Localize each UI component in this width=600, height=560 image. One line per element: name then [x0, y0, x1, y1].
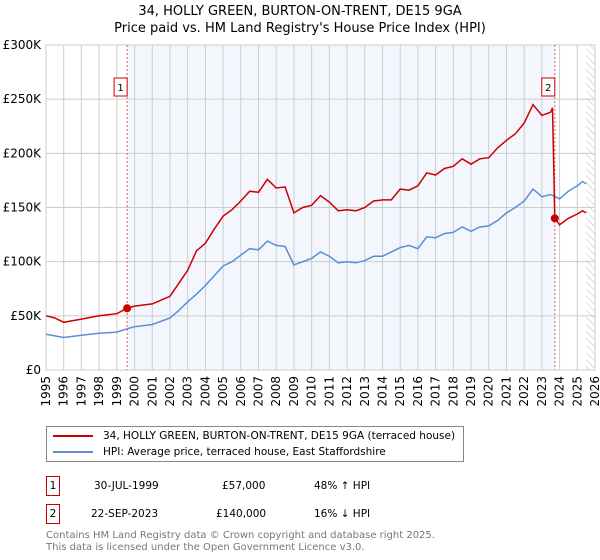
legend: 34, HOLLY GREEN, BURTON-ON-TRENT, DE15 9… [46, 426, 464, 462]
legend-label: 34, HOLLY GREEN, BURTON-ON-TRENT, DE15 9… [103, 430, 456, 442]
sale-date: 30-JUL-1999 [94, 480, 159, 492]
x-tick-label: 2000 [128, 376, 142, 407]
blue-line-swatch [53, 451, 93, 453]
x-tick-label: 2009 [287, 376, 301, 407]
y-tick-label: £250K [3, 92, 43, 106]
sale-marker-badge: 1 [46, 476, 60, 496]
x-tick-label: 2021 [499, 376, 513, 407]
x-tick-label: 2014 [375, 376, 389, 407]
x-tick-label: 2023 [535, 376, 549, 407]
x-tick-label: 2025 [570, 376, 584, 407]
x-tick-label: 2013 [358, 376, 372, 407]
x-tick-label: 2007 [252, 376, 266, 407]
x-tick-label: 2004 [198, 376, 212, 407]
sale-row: 1 30-JUL-1999 £57,000 48% ↑ HPI [46, 476, 446, 496]
x-tick-label: 2018 [446, 376, 460, 407]
x-tick-label: 2012 [340, 376, 354, 407]
x-tick-label: 1999 [110, 376, 124, 407]
x-tick-label: 1995 [39, 376, 53, 407]
property-price-line [45, 103, 587, 324]
x-tick-label: 2006 [234, 376, 248, 407]
footer-licence: This data is licensed under the Open Gov… [46, 542, 365, 553]
sale-hpi-diff: 48% ↑ HPI [314, 480, 371, 492]
y-tick-label: £50K [10, 309, 42, 323]
x-tick-label: 1998 [92, 376, 106, 407]
red-line-swatch [53, 435, 93, 437]
x-tick-label: 1997 [74, 376, 88, 407]
legend-item-property: 34, HOLLY GREEN, BURTON-ON-TRENT, DE15 9… [53, 428, 455, 444]
sale-point [550, 214, 559, 223]
sale-label-box [541, 77, 556, 97]
y-tick-label: £100K [3, 255, 43, 269]
x-tick-label: 2008 [269, 376, 283, 407]
x-tick-label: 2020 [482, 376, 496, 407]
footer: Contains HM Land Registry data © Crown c… [46, 530, 435, 554]
footer-copyright: Contains HM Land Registry data © Crown c… [46, 530, 435, 541]
x-tick-label: 2019 [464, 376, 478, 407]
legend-item-hpi: HPI: Average price, terraced house, East… [53, 444, 386, 460]
x-tick-label: 2015 [393, 376, 407, 407]
sale-label: 2 [545, 83, 551, 94]
x-tick-label: 2001 [145, 376, 159, 407]
y-tick-label: £300K [3, 38, 43, 52]
x-tick-label: 2016 [411, 376, 425, 407]
sale-price: £57,000 [222, 480, 266, 492]
hpi-line [45, 180, 587, 339]
x-tick-label: 2022 [517, 376, 531, 407]
sale-hpi-diff: 16% ↓ HPI [314, 508, 371, 520]
y-tick-label: £150K [3, 201, 43, 215]
sale-price: £140,000 [216, 508, 267, 520]
sale-row: 2 22-SEP-2023 £140,000 16% ↓ HPI [46, 504, 446, 524]
x-tick-label: 2024 [553, 376, 567, 407]
y-tick-label: £200K [3, 146, 43, 160]
y-tick-label: £0 [26, 363, 41, 377]
x-tick-label: 2026 [588, 376, 600, 407]
x-tick-label: 2003 [181, 376, 195, 407]
x-tick-label: 2005 [216, 376, 230, 407]
x-tick-label: 2002 [163, 376, 177, 407]
sale-point [123, 304, 132, 313]
legend-label: HPI: Average price, terraced house, East… [103, 446, 386, 458]
x-tick-label: 1996 [57, 376, 71, 407]
sale-label: 1 [117, 83, 123, 94]
x-tick-label: 2011 [322, 376, 336, 407]
x-tick-label: 2010 [305, 376, 319, 407]
x-tick-label: 2017 [429, 376, 443, 407]
chart-title: 34, HOLLY GREEN, BURTON-ON-TRENT, DE15 9… [138, 4, 462, 19]
price-chart: 1995 1996 1997 1998 1999 2000 2001 2002 2003 2004… [3, 38, 600, 407]
chart-subtitle: Price paid vs. HM Land Registry's House … [114, 21, 486, 36]
sale-label-box [113, 77, 128, 97]
sale-marker-badge: 2 [46, 504, 60, 524]
sale-date: 22-SEP-2023 [91, 508, 159, 520]
